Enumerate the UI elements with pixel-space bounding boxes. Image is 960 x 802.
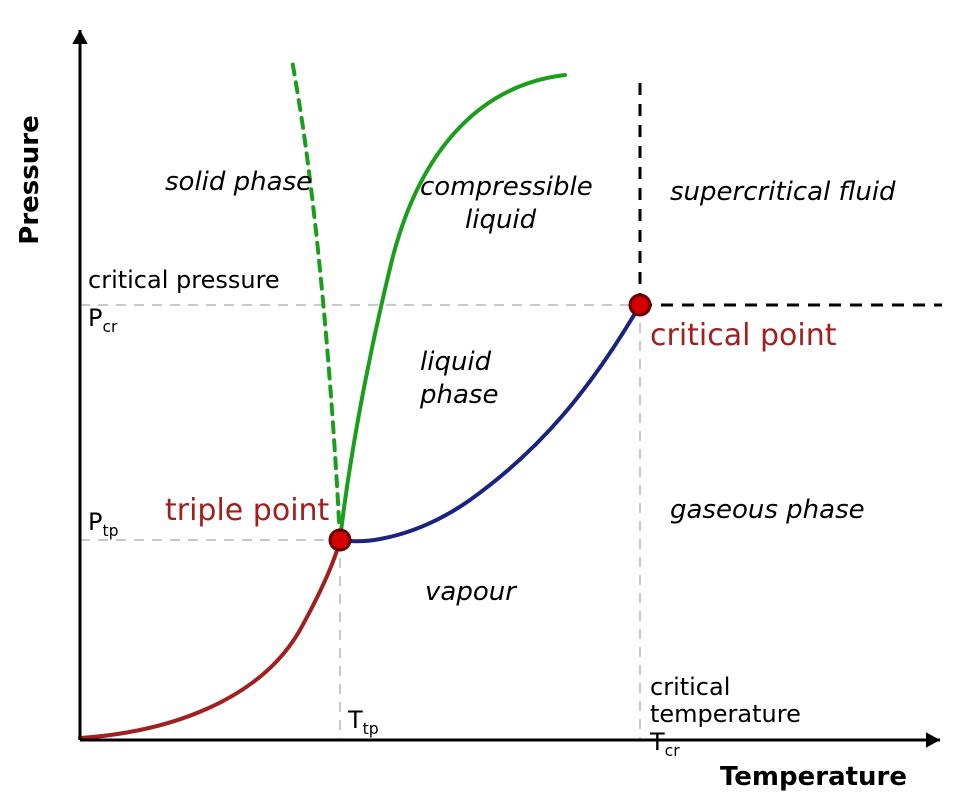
triple-point-marker <box>330 530 350 550</box>
label-ptp: Ptp <box>88 508 119 540</box>
y-axis-label: Pressure <box>15 115 45 244</box>
fusion-curve-solid <box>340 75 565 540</box>
sublimation-curve <box>80 540 340 738</box>
y-axis-arrow <box>72 30 87 44</box>
x-axis-arrow <box>926 732 940 747</box>
fusion-curve-dashed <box>292 60 340 540</box>
label-compressible: compressible <box>420 172 593 202</box>
label-vapour: vapour <box>425 577 518 607</box>
label-critical-pressure: critical pressure <box>88 266 280 294</box>
x-axis-label: Temperature <box>720 762 907 792</box>
phase-diagram: Temperature Pressure solid phase compres… <box>0 0 960 802</box>
label-pcr: Pcr <box>88 304 118 336</box>
label-ttp: Ttp <box>347 706 379 738</box>
label-tcr: Tcr <box>649 728 680 760</box>
label-critical-point: critical point <box>650 318 837 353</box>
critical-point-marker <box>630 295 650 315</box>
vaporization-curve <box>340 305 640 541</box>
label-supercritical: supercritical fluid <box>670 177 896 207</box>
label-liquid-1: liquid <box>420 347 492 377</box>
label-gaseous: gaseous phase <box>670 495 865 525</box>
label-triple-point: triple point <box>165 493 330 528</box>
label-crit-temp-2: temperature <box>650 700 801 728</box>
label-compressible-2: liquid <box>465 205 537 235</box>
label-crit-temp-1: critical <box>650 673 730 701</box>
label-solid-phase: solid phase <box>165 167 312 197</box>
label-liquid-2: phase <box>419 380 498 410</box>
